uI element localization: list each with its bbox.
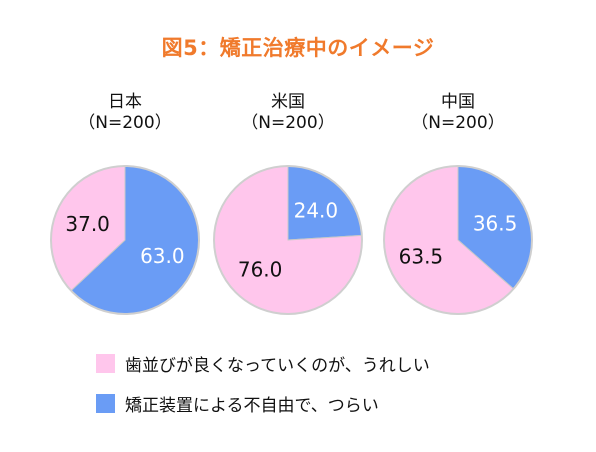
legend-label-painful: 矯正装置による不自由で、つらい bbox=[125, 395, 379, 416]
pie-chart-japan: 63.0 37.0 bbox=[50, 165, 200, 315]
legend-swatch-pink bbox=[96, 353, 115, 373]
legend-swatch-blue bbox=[96, 393, 115, 413]
pie-block-usa: 米国 （N=200） 24.0 76.0 bbox=[208, 92, 368, 315]
pie-title-usa: 米国 bbox=[271, 92, 305, 112]
pie-outline-usa bbox=[213, 165, 363, 315]
pie-chart-china: 36.5 63.5 bbox=[383, 165, 533, 315]
pie-block-china: 中国 （N=200） 36.5 63.5 bbox=[378, 92, 538, 315]
pie-subtitle-japan: （N=200） bbox=[78, 113, 172, 133]
pie-label-usa-blue: 24.0 bbox=[294, 198, 339, 222]
pie-block-japan: 日本 （N=200） 63.0 37.0 bbox=[45, 92, 205, 315]
pie-title-china: 中国 bbox=[441, 92, 475, 112]
pie-label-usa-pink: 76.0 bbox=[238, 258, 283, 282]
pie-chart-usa: 24.0 76.0 bbox=[213, 165, 363, 315]
legend-item-painful: 矯正装置による不自由で、つらい bbox=[96, 390, 430, 416]
pie-outline-china bbox=[383, 165, 533, 315]
pie-title-japan: 日本 bbox=[108, 92, 142, 112]
pie-subtitle-china: （N=200） bbox=[411, 113, 505, 133]
pie-subtitle-usa: （N=200） bbox=[241, 113, 335, 133]
chart-title: 図5：矯正治療中のイメージ bbox=[161, 36, 435, 60]
pie-label-china-blue: 36.5 bbox=[473, 211, 518, 235]
pie-outline-japan bbox=[50, 165, 200, 315]
pie-label-japan-pink: 37.0 bbox=[65, 212, 110, 236]
pie-label-japan-blue: 63.0 bbox=[140, 244, 185, 268]
legend-label-happy: 歯並びが良くなっていくのが、うれしい bbox=[125, 355, 430, 376]
pie-label-china-pink: 63.5 bbox=[399, 245, 444, 269]
legend: 歯並びが良くなっていくのが、うれしい 矯正装置による不自由で、つらい bbox=[96, 350, 430, 430]
legend-item-happy: 歯並びが良くなっていくのが、うれしい bbox=[96, 350, 430, 376]
